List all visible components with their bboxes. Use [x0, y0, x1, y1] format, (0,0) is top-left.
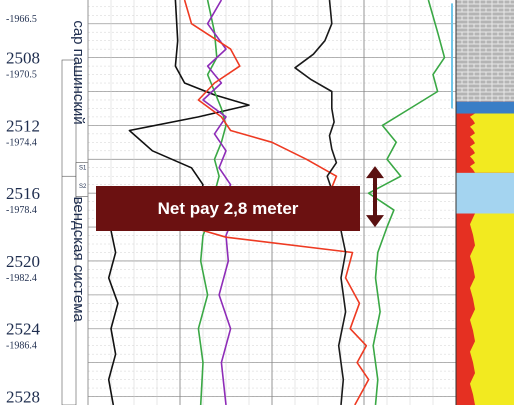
depth-tvd-label: -1974.4: [6, 137, 37, 148]
formation-label-bottom: вендская система: [70, 197, 87, 323]
depth-tvd-label: -1978.4: [6, 205, 37, 216]
net-pay-annotation: Net pay 2,8 meter: [96, 186, 360, 231]
depth-tvd-label: -1970.5: [6, 70, 37, 81]
formation-label-top: сар пашинский: [70, 20, 87, 124]
stage-label: S1: [79, 165, 87, 171]
depth-md-label: 2524: [6, 320, 41, 339]
lithology-gray-brick: [456, 0, 514, 102]
net-pay-arrow-head-bottom: [366, 215, 384, 228]
depth-tvd-label: -1986.4: [6, 341, 37, 352]
formation-column: [61, 59, 77, 405]
lithology-sand-body: [470, 113, 514, 173]
lithology-blue-band: [456, 101, 514, 114]
net-pay-arrow-head-top: [366, 166, 384, 179]
log-curve-1: [107, 0, 250, 405]
stage-label: S2: [79, 184, 87, 190]
lithology-light-blue: [456, 172, 514, 214]
depth-track: [0, 0, 62, 405]
net-pay-label: Net pay 2,8 meter: [157, 198, 299, 218]
depth-md-label: 2516: [6, 184, 40, 203]
log-curve-2: [197, 0, 227, 405]
lithology-sand-body: [470, 213, 514, 405]
log-curve-6: [367, 0, 446, 405]
depth-md-label: 2512: [6, 116, 40, 135]
log-curve-3: [202, 0, 234, 405]
depth-md-label: 2528: [6, 388, 40, 405]
depth-tvd-label: -1982.4: [6, 273, 37, 284]
depth-md-label: 2520: [6, 252, 40, 271]
depth-tvd-label: -1966.5: [6, 14, 37, 25]
depth-md-label: 2508: [6, 49, 40, 68]
log-curve-5: [294, 0, 347, 405]
